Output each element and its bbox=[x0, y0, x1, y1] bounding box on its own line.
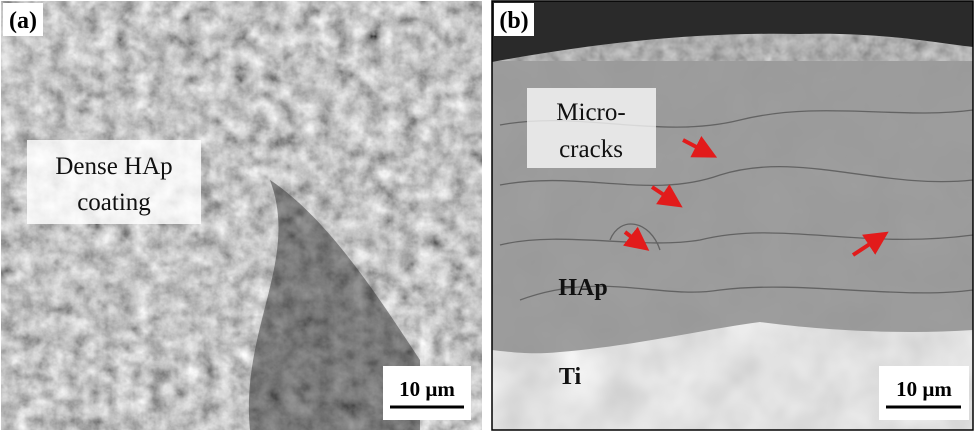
scale-bar-label: 10 µm bbox=[896, 377, 952, 401]
panel-label: (a) bbox=[9, 8, 37, 34]
hap-layer bbox=[492, 32, 973, 354]
annotation: Dense HAp bbox=[55, 153, 172, 180]
panel-b: (b) Micro- cracks HAp Ti 10 µm bbox=[492, 1, 973, 430]
annotation: Micro- bbox=[556, 99, 625, 126]
annotation: cracks bbox=[559, 136, 623, 163]
scale-bar-label: 10 µm bbox=[399, 377, 455, 401]
region-label: Ti bbox=[559, 364, 582, 390]
region-label: HAp bbox=[558, 275, 607, 301]
annotation: coating bbox=[77, 189, 151, 216]
panel-a: (a) Dense HAp coating 10 µm bbox=[1, 1, 482, 430]
figure: (a) Dense HAp coating 10 µm (b) Micro- c… bbox=[0, 0, 974, 431]
panel-label: (b) bbox=[499, 8, 528, 34]
